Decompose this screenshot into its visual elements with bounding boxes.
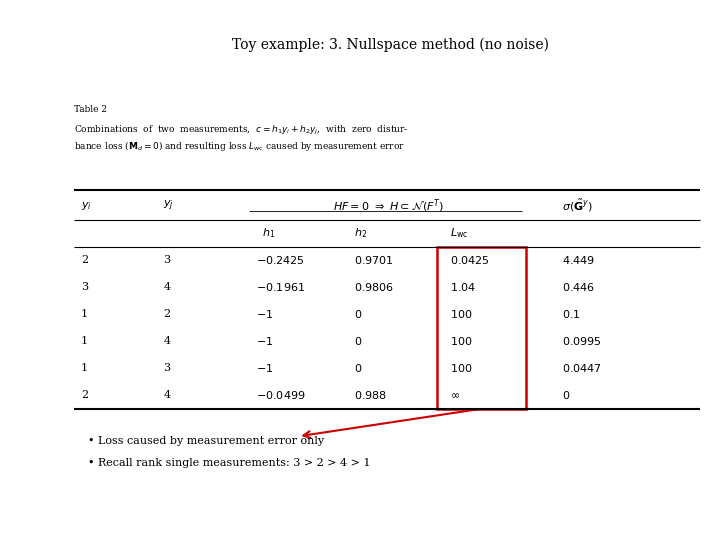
Text: $y_i$: $y_i$ (81, 200, 92, 212)
Text: 3: 3 (163, 363, 171, 373)
Text: $0.9806$: $0.9806$ (354, 281, 395, 293)
Text: 4: 4 (163, 282, 171, 292)
Bar (437, 247, 526, 409)
Text: 2: 2 (81, 255, 88, 265)
Text: $0.0447$: $0.0447$ (562, 362, 602, 374)
Text: $100$: $100$ (450, 308, 472, 320)
Text: $0.0995$: $0.0995$ (562, 335, 602, 347)
Text: 2: 2 (81, 390, 88, 400)
Text: $1.04$: $1.04$ (450, 281, 476, 293)
Text: $-1$: $-1$ (256, 308, 273, 320)
Text: $y_j$: $y_j$ (163, 199, 174, 213)
Text: 3: 3 (163, 255, 171, 265)
Text: $0$: $0$ (354, 335, 363, 347)
Text: $0.0425$: $0.0425$ (450, 254, 490, 266)
Text: $0.988$: $0.988$ (354, 389, 387, 401)
Text: $h_2$: $h_2$ (354, 226, 367, 240)
Text: $HF = 0\ \Rightarrow\ H \subset \mathcal{N}(F^T)$: $HF = 0\ \Rightarrow\ H \subset \mathcal… (333, 198, 444, 215)
Text: $0.1$: $0.1$ (562, 308, 580, 320)
FancyArrowPatch shape (303, 409, 478, 438)
Text: U: U (21, 252, 33, 267)
Text: $h_1$: $h_1$ (262, 226, 276, 240)
Text: $0$: $0$ (354, 308, 363, 320)
Text: $100$: $100$ (450, 335, 472, 347)
Text: $0.446$: $0.446$ (562, 281, 595, 293)
Text: $L_{\mathrm{wc}}$: $L_{\mathrm{wc}}$ (450, 226, 468, 240)
Text: □: □ (17, 55, 37, 75)
Text: 1: 1 (81, 363, 88, 373)
Text: $100$: $100$ (450, 362, 472, 374)
Text: $0$: $0$ (354, 362, 363, 374)
Text: N: N (21, 214, 33, 229)
Text: $-0.0499$: $-0.0499$ (256, 389, 305, 401)
Text: Toy example: 3. Nullspace method (no noise): Toy example: 3. Nullspace method (no noi… (232, 38, 549, 52)
Text: 1: 1 (81, 309, 88, 319)
Text: Table 2: Table 2 (74, 105, 107, 114)
Text: $-1$: $-1$ (256, 362, 273, 374)
Text: 1: 1 (81, 336, 88, 346)
Text: 24: 24 (19, 512, 35, 525)
Text: $\sigma(\tilde{\mathbf{G}}^y)$: $\sigma(\tilde{\mathbf{G}}^y)$ (562, 198, 593, 214)
Text: 2: 2 (163, 309, 171, 319)
Text: • Loss caused by measurement error only: • Loss caused by measurement error only (88, 436, 324, 446)
Text: $0$: $0$ (562, 389, 570, 401)
Text: Combinations  of  two  measurements,  $c = h_1 y_i + h_2 y_j$,  with  zero  dist: Combinations of two measurements, $c = h… (74, 124, 409, 153)
Text: 3: 3 (81, 282, 88, 292)
Text: N: N (21, 138, 33, 153)
Text: T: T (22, 176, 32, 191)
Text: $-0.1961$: $-0.1961$ (256, 281, 305, 293)
Text: $0.9701$: $0.9701$ (354, 254, 394, 266)
Text: 4: 4 (163, 336, 171, 346)
Text: $4.449$: $4.449$ (562, 254, 595, 266)
Text: $-0.2425$: $-0.2425$ (256, 254, 304, 266)
Text: • Recall rank single measurements: 3 > 2 > 4 > 1: • Recall rank single measurements: 3 > 2… (88, 458, 370, 468)
Text: $-1$: $-1$ (256, 335, 273, 347)
Text: 4: 4 (163, 390, 171, 400)
Text: $\infty$: $\infty$ (450, 390, 460, 400)
